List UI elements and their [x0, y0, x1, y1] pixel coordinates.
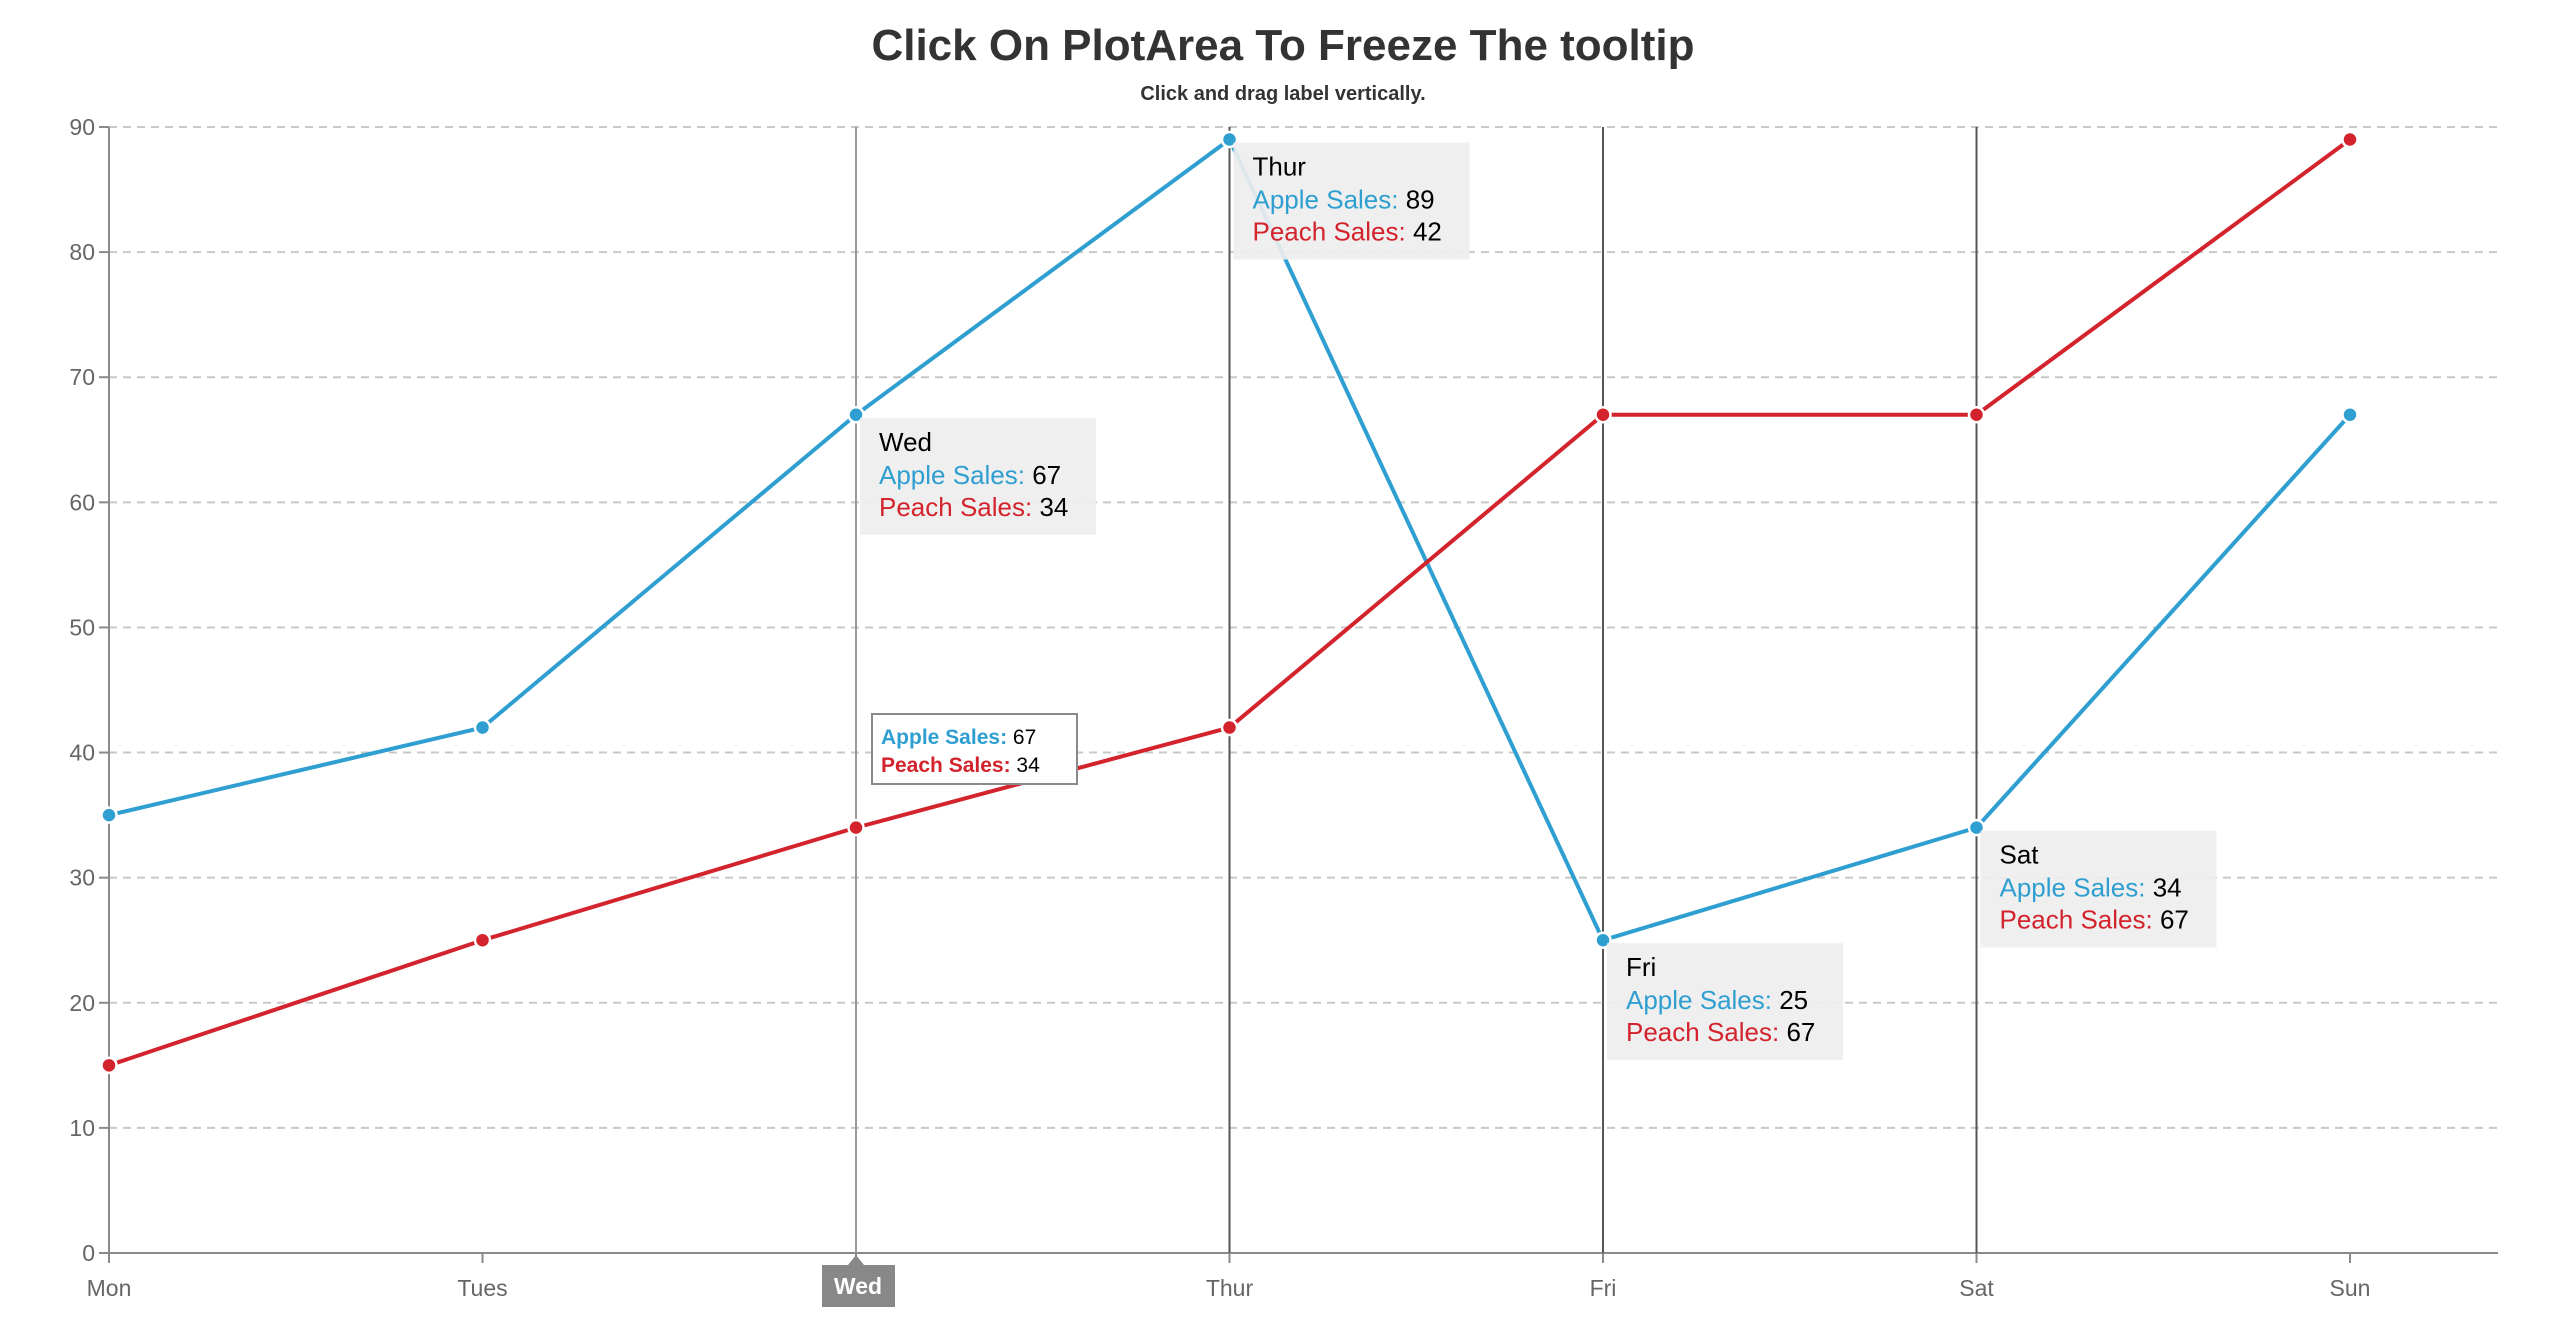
- tooltip-row: Peach Sales: 67: [2000, 905, 2189, 935]
- tooltip-row: Apple Sales: 89: [1253, 185, 1435, 215]
- data-point[interactable]: [847, 818, 865, 837]
- tooltip-header: Fri: [1626, 952, 1656, 982]
- tooltip-box: [1607, 943, 1843, 1061]
- tooltip-series-name: Peach Sales: [2000, 905, 2146, 935]
- crosshair-pointer: [848, 1255, 864, 1265]
- x-tick-label: Fri: [1590, 1275, 1617, 1301]
- y-tick-label: 20: [69, 990, 95, 1016]
- tooltip-row: Peach Sales: 67: [1626, 1017, 1815, 1047]
- tooltip-row: Peach Sales: 42: [1253, 217, 1442, 247]
- tooltip-row: Apple Sales: 67: [879, 460, 1061, 490]
- tooltip-series-value: 42: [1413, 217, 1442, 247]
- tooltip-series-name: Apple Sales: [2000, 873, 2139, 903]
- x-tick-label: Sun: [2330, 1275, 2371, 1301]
- tooltip-series-name: Peach Sales: [1626, 1017, 1772, 1047]
- data-point[interactable]: [847, 406, 865, 424]
- tooltip-series-name: Apple Sales: [879, 460, 1018, 490]
- data-point[interactable]: [2341, 406, 2359, 424]
- data-point[interactable]: [1220, 130, 1239, 149]
- tooltip-series-value: 67: [1786, 1017, 1815, 1047]
- axes: 0102030405060708090MonTuesWedThurFriSatS…: [69, 114, 2498, 1301]
- y-tick-label: 0: [82, 1240, 95, 1266]
- y-tick-label: 50: [69, 614, 95, 640]
- y-tick-label: 90: [69, 114, 95, 140]
- crosshair-x-badge: [822, 1265, 895, 1307]
- tooltip-series-value: 89: [1406, 185, 1435, 215]
- tooltip-series-value: 25: [1779, 985, 1808, 1015]
- tooltip-series-name: Peach Sales: [879, 492, 1025, 522]
- y-tick-label: 60: [69, 489, 95, 515]
- tooltip-series-name: Apple Sales: [1626, 985, 1765, 1015]
- grid-lines: [109, 126, 2498, 1129]
- data-point[interactable]: [473, 931, 492, 949]
- tooltip-series-name: Peach Sales: [1253, 217, 1399, 247]
- chart-title: Click On PlotArea To Freeze The tooltip: [871, 21, 1694, 70]
- data-point[interactable]: [1220, 718, 1239, 737]
- tooltip-series-name: Apple Sales: [1253, 185, 1392, 215]
- x-tick-label: Sat: [1959, 1275, 1994, 1301]
- crosshair-x-text: Wed: [834, 1273, 882, 1299]
- tooltip-box: [1233, 142, 1470, 260]
- tooltip-header: Wed: [879, 427, 932, 457]
- crosshair[interactable]: Apple Sales: 67 Peach Sales: 34 Wed: [822, 713, 1078, 1307]
- chart-subtitle: Click and drag label vertically.: [1140, 83, 1425, 105]
- data-point[interactable]: [1967, 818, 1986, 837]
- y-tick-label: 80: [69, 239, 95, 265]
- x-tick-label: Mon: [87, 1275, 132, 1301]
- data-point[interactable]: [1594, 931, 1612, 949]
- tooltip-header: Thur: [1253, 152, 1307, 182]
- tooltip-guide-lines: [855, 127, 1978, 1253]
- tooltip-series-value: 34: [2153, 873, 2182, 903]
- tooltip-row: Peach Sales: 34: [879, 492, 1068, 522]
- y-tick-label: 30: [69, 865, 95, 891]
- crosshair-x-label[interactable]: Wed: [822, 1255, 895, 1307]
- series-layer[interactable]: [100, 130, 2359, 1075]
- crosshair-row: Apple Sales: 67: [881, 726, 1036, 749]
- tooltip-box: [1980, 830, 2217, 948]
- data-point[interactable]: [100, 1056, 118, 1075]
- data-point[interactable]: [1967, 406, 1986, 424]
- tooltip-header: Sat: [2000, 840, 2040, 870]
- tooltip-row: Apple Sales: 25: [1626, 985, 1808, 1015]
- crosshair-tooltip-box: [871, 713, 1078, 785]
- tooltip-series-value: 67: [2160, 905, 2189, 935]
- tooltip-series-value: 67: [1032, 460, 1061, 490]
- data-point[interactable]: [2341, 130, 2359, 149]
- x-tick-label: Thur: [1206, 1275, 1254, 1301]
- x-tick-label: Tues: [457, 1275, 507, 1301]
- crosshair-row: Peach Sales: 34: [881, 754, 1040, 777]
- crosshair-tooltip[interactable]: Apple Sales: 67 Peach Sales: 34: [871, 713, 1078, 785]
- data-point[interactable]: [1594, 406, 1612, 424]
- crosshair-series-value: 34: [1016, 754, 1040, 777]
- y-tick-label: 70: [69, 364, 95, 390]
- data-point[interactable]: [473, 718, 492, 737]
- y-tick-label: 10: [69, 1115, 95, 1141]
- crosshair-series-name: Peach Sales: [881, 754, 1004, 777]
- tooltip-series-value: 34: [1039, 492, 1068, 522]
- crosshair-series-value: 67: [1013, 726, 1036, 749]
- crosshair-series-name: Apple Sales: [881, 726, 1000, 749]
- y-tick-label: 40: [69, 740, 95, 766]
- tooltip-box: [860, 417, 1096, 535]
- tooltip-row: Apple Sales: 34: [2000, 873, 2182, 903]
- data-point[interactable]: [100, 806, 118, 824]
